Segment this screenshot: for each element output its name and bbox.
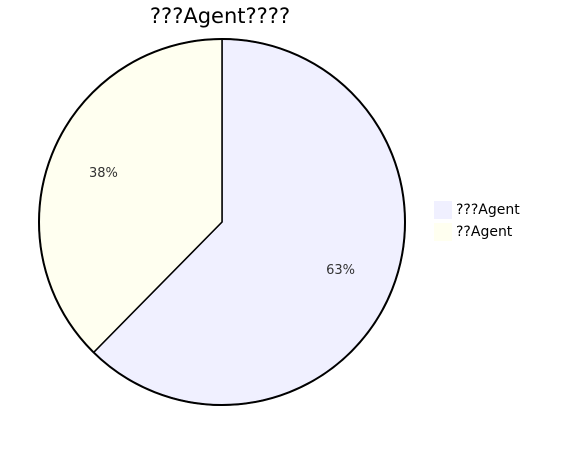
legend-label: ???Agent: [456, 202, 520, 218]
chart-title: ???Agent????: [149, 4, 291, 28]
pie-slices: [38, 38, 406, 406]
legend-item: ??Agent: [434, 221, 520, 243]
legend-item: ???Agent: [434, 199, 520, 221]
legend-swatch: [434, 223, 452, 241]
pie-slice-labels: 63% 38%: [89, 166, 355, 278]
legend: ???Agent ??Agent: [434, 199, 520, 243]
legend-label: ??Agent: [456, 224, 513, 240]
pie-slice-label: 38%: [89, 166, 118, 181]
pie-slice-label: 63%: [326, 263, 355, 278]
pie-outline: [38, 38, 406, 406]
legend-swatch: [434, 201, 452, 219]
